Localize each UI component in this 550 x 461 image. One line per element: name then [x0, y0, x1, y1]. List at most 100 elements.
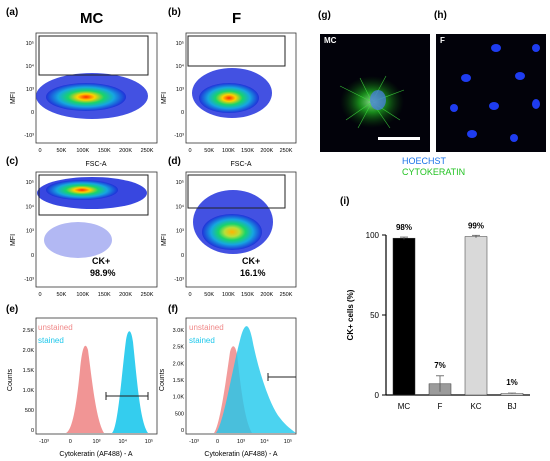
hist-e-y-tick: 1.5K [23, 368, 35, 374]
bar-chart-y-label: CK+ cells (%) [346, 289, 355, 340]
column-title-mc: MC [80, 10, 104, 27]
hist-f-y-tick: 1.5K [173, 378, 185, 384]
micrograph-f: F [436, 34, 546, 152]
hist-f-stained [216, 326, 296, 433]
legend-cytokeratin: CYTOKERATIN [402, 167, 466, 177]
hist-e-x-tick: 10⁴ [119, 438, 128, 445]
bar-category-label-mc: MC [398, 402, 411, 411]
flow-a-x-tick: 0 [38, 148, 41, 154]
bar-kc [464, 236, 488, 396]
hist-f-y-tick: 1.0K [173, 395, 185, 401]
hist-f-y-tick: 2.0K [173, 361, 185, 367]
flow-c-x-tick: 0 [38, 292, 41, 298]
gate-b [187, 35, 286, 67]
gate-a [38, 35, 149, 76]
scatter-cloud-b [192, 68, 272, 118]
bar-value-label-kc: 99% [468, 222, 484, 231]
flow-b-x-tick: 50K [204, 148, 214, 154]
panel-label-h: (h) [434, 10, 447, 21]
flow-c-y-tick: -10³ [24, 277, 34, 283]
flow-c-x-tick: 50K [57, 292, 67, 298]
flow-ticks: 0 50K 100K 150K 200K 250K 10⁵ 10⁴ 10³ 0 -10³ 0 50K 10… [24, 40, 293, 298]
flow-plot-b [185, 32, 297, 144]
flow-plot-a [35, 32, 158, 144]
flow-a-x-tick: 250K [141, 148, 154, 154]
gate-c [38, 174, 149, 216]
flow-c-y-tick: 10⁵ [26, 179, 34, 186]
flow-d-x-tick: 0 [188, 292, 191, 298]
micrograph-f-tag: F [440, 36, 445, 45]
hist-f-y-tick: 500 [175, 411, 184, 417]
micrograph-mc-image [339, 75, 420, 140]
hist-f-x-tick: 10⁴ [260, 438, 269, 445]
hist-f-y-tick: 3.0K [173, 328, 185, 334]
flow-d-y-tick: -10³ [174, 277, 184, 283]
micrograph-mc-tag: MC [324, 36, 337, 45]
hist-e-x-label: Cytokeratin (AF488) - A [59, 451, 132, 458]
flow-c-y-label: MFI [10, 234, 17, 246]
flow-d-x-tick: 250K [280, 292, 293, 298]
flow-b-y-tick: 0 [181, 110, 184, 116]
hist-f-x-tick: 10³ [237, 439, 245, 445]
flow-d-gate-label: CK+ [242, 256, 260, 266]
panel-label-a: (a) [6, 7, 19, 18]
flow-d-y-tick: 10⁵ [176, 179, 184, 186]
hist-e-y-tick: 0 [31, 428, 34, 434]
panel-label-i: (i) [340, 196, 350, 207]
bar-value-label-f: 7% [434, 361, 446, 370]
panel-label-e: (e) [6, 304, 19, 315]
flow-b-y-tick: 10³ [176, 87, 184, 93]
hist-e-stained [112, 331, 148, 433]
micrograph-mc: MC [320, 34, 430, 152]
scatter-cloud-c [37, 177, 147, 258]
hist-e-x-tick: 0 [69, 439, 72, 445]
flow-c-gate-value: 98.9% [90, 268, 116, 278]
bar-value-label-mc: 98% [396, 223, 412, 232]
flow-c-x-tick: 100K [76, 292, 89, 298]
flow-b-x-tick: 200K [260, 148, 273, 154]
flow-a-x-tick: 200K [119, 148, 132, 154]
flow-panels: MFI MFI MFI MFI FSC-A FSC-A FSC-A FSC-A … [10, 32, 297, 298]
flow-b-y-tick: 10⁵ [176, 40, 184, 47]
flow-c-x-tick: 150K [98, 292, 111, 298]
micrograph-f-image [450, 44, 540, 142]
hist-e-y-tick: 1.0K [23, 388, 35, 394]
scale-bar [378, 137, 420, 140]
gate-d [187, 174, 286, 209]
flow-b-y-tick: -10³ [174, 133, 184, 139]
hist-f-x-label: Cytokeratin (AF488) - A [204, 451, 277, 458]
scatter-cloud-d [193, 190, 273, 254]
panel-label-d: (d) [168, 156, 181, 167]
hist-ticks: -10³ 0 10³ 10⁴ 10⁵ 2.5K 2.0K 1.5K 1.0K 500 0 -10³ 0 1… [23, 328, 293, 445]
flow-c-y-tick: 10⁴ [26, 203, 35, 210]
flow-plot-d [185, 171, 297, 288]
bar-chart-y-tick-label: 100 [366, 231, 380, 240]
flow-b-x-tick: 0 [188, 148, 191, 154]
scatter-cloud-a [36, 73, 148, 119]
flow-b-y-label: MFI [161, 92, 168, 104]
flow-d-x-tick: 150K [241, 292, 254, 298]
flow-d-x-tick: 50K [204, 292, 214, 298]
panel-label-c: (c) [6, 156, 19, 167]
flow-c-y-tick: 0 [31, 253, 34, 259]
flow-c-gate-label: CK+ [92, 256, 110, 266]
flow-d-y-tick: 10⁴ [176, 203, 185, 210]
bar-category-label-bj: BJ [507, 402, 516, 411]
hist-e-legend-stained: stained [38, 336, 64, 345]
panel-label-b: (b) [168, 7, 181, 18]
hist-f-x-tick: -10³ [189, 439, 199, 445]
panel-label-g: (g) [318, 10, 331, 21]
legend-hoechst: HOECHST [402, 156, 447, 166]
flow-a-y-tick: -10³ [24, 133, 34, 139]
flow-d-gate-value: 16.1% [240, 268, 266, 278]
bar-chart-y-tick-label: 0 [375, 391, 380, 400]
flow-b-x-tick: 100K [222, 148, 235, 154]
hist-f-y-tick: 0 [181, 428, 184, 434]
panel-label-f: (f) [168, 304, 178, 315]
histogram-f: unstained stained [185, 317, 297, 435]
flow-d-x-tick: 200K [260, 292, 273, 298]
flow-a-y-tick: 10⁵ [26, 40, 34, 47]
flow-d-x-tick: 100K [222, 292, 235, 298]
flow-a-y-tick: 10⁴ [26, 63, 35, 70]
flow-d-y-tick: 10³ [176, 229, 184, 235]
